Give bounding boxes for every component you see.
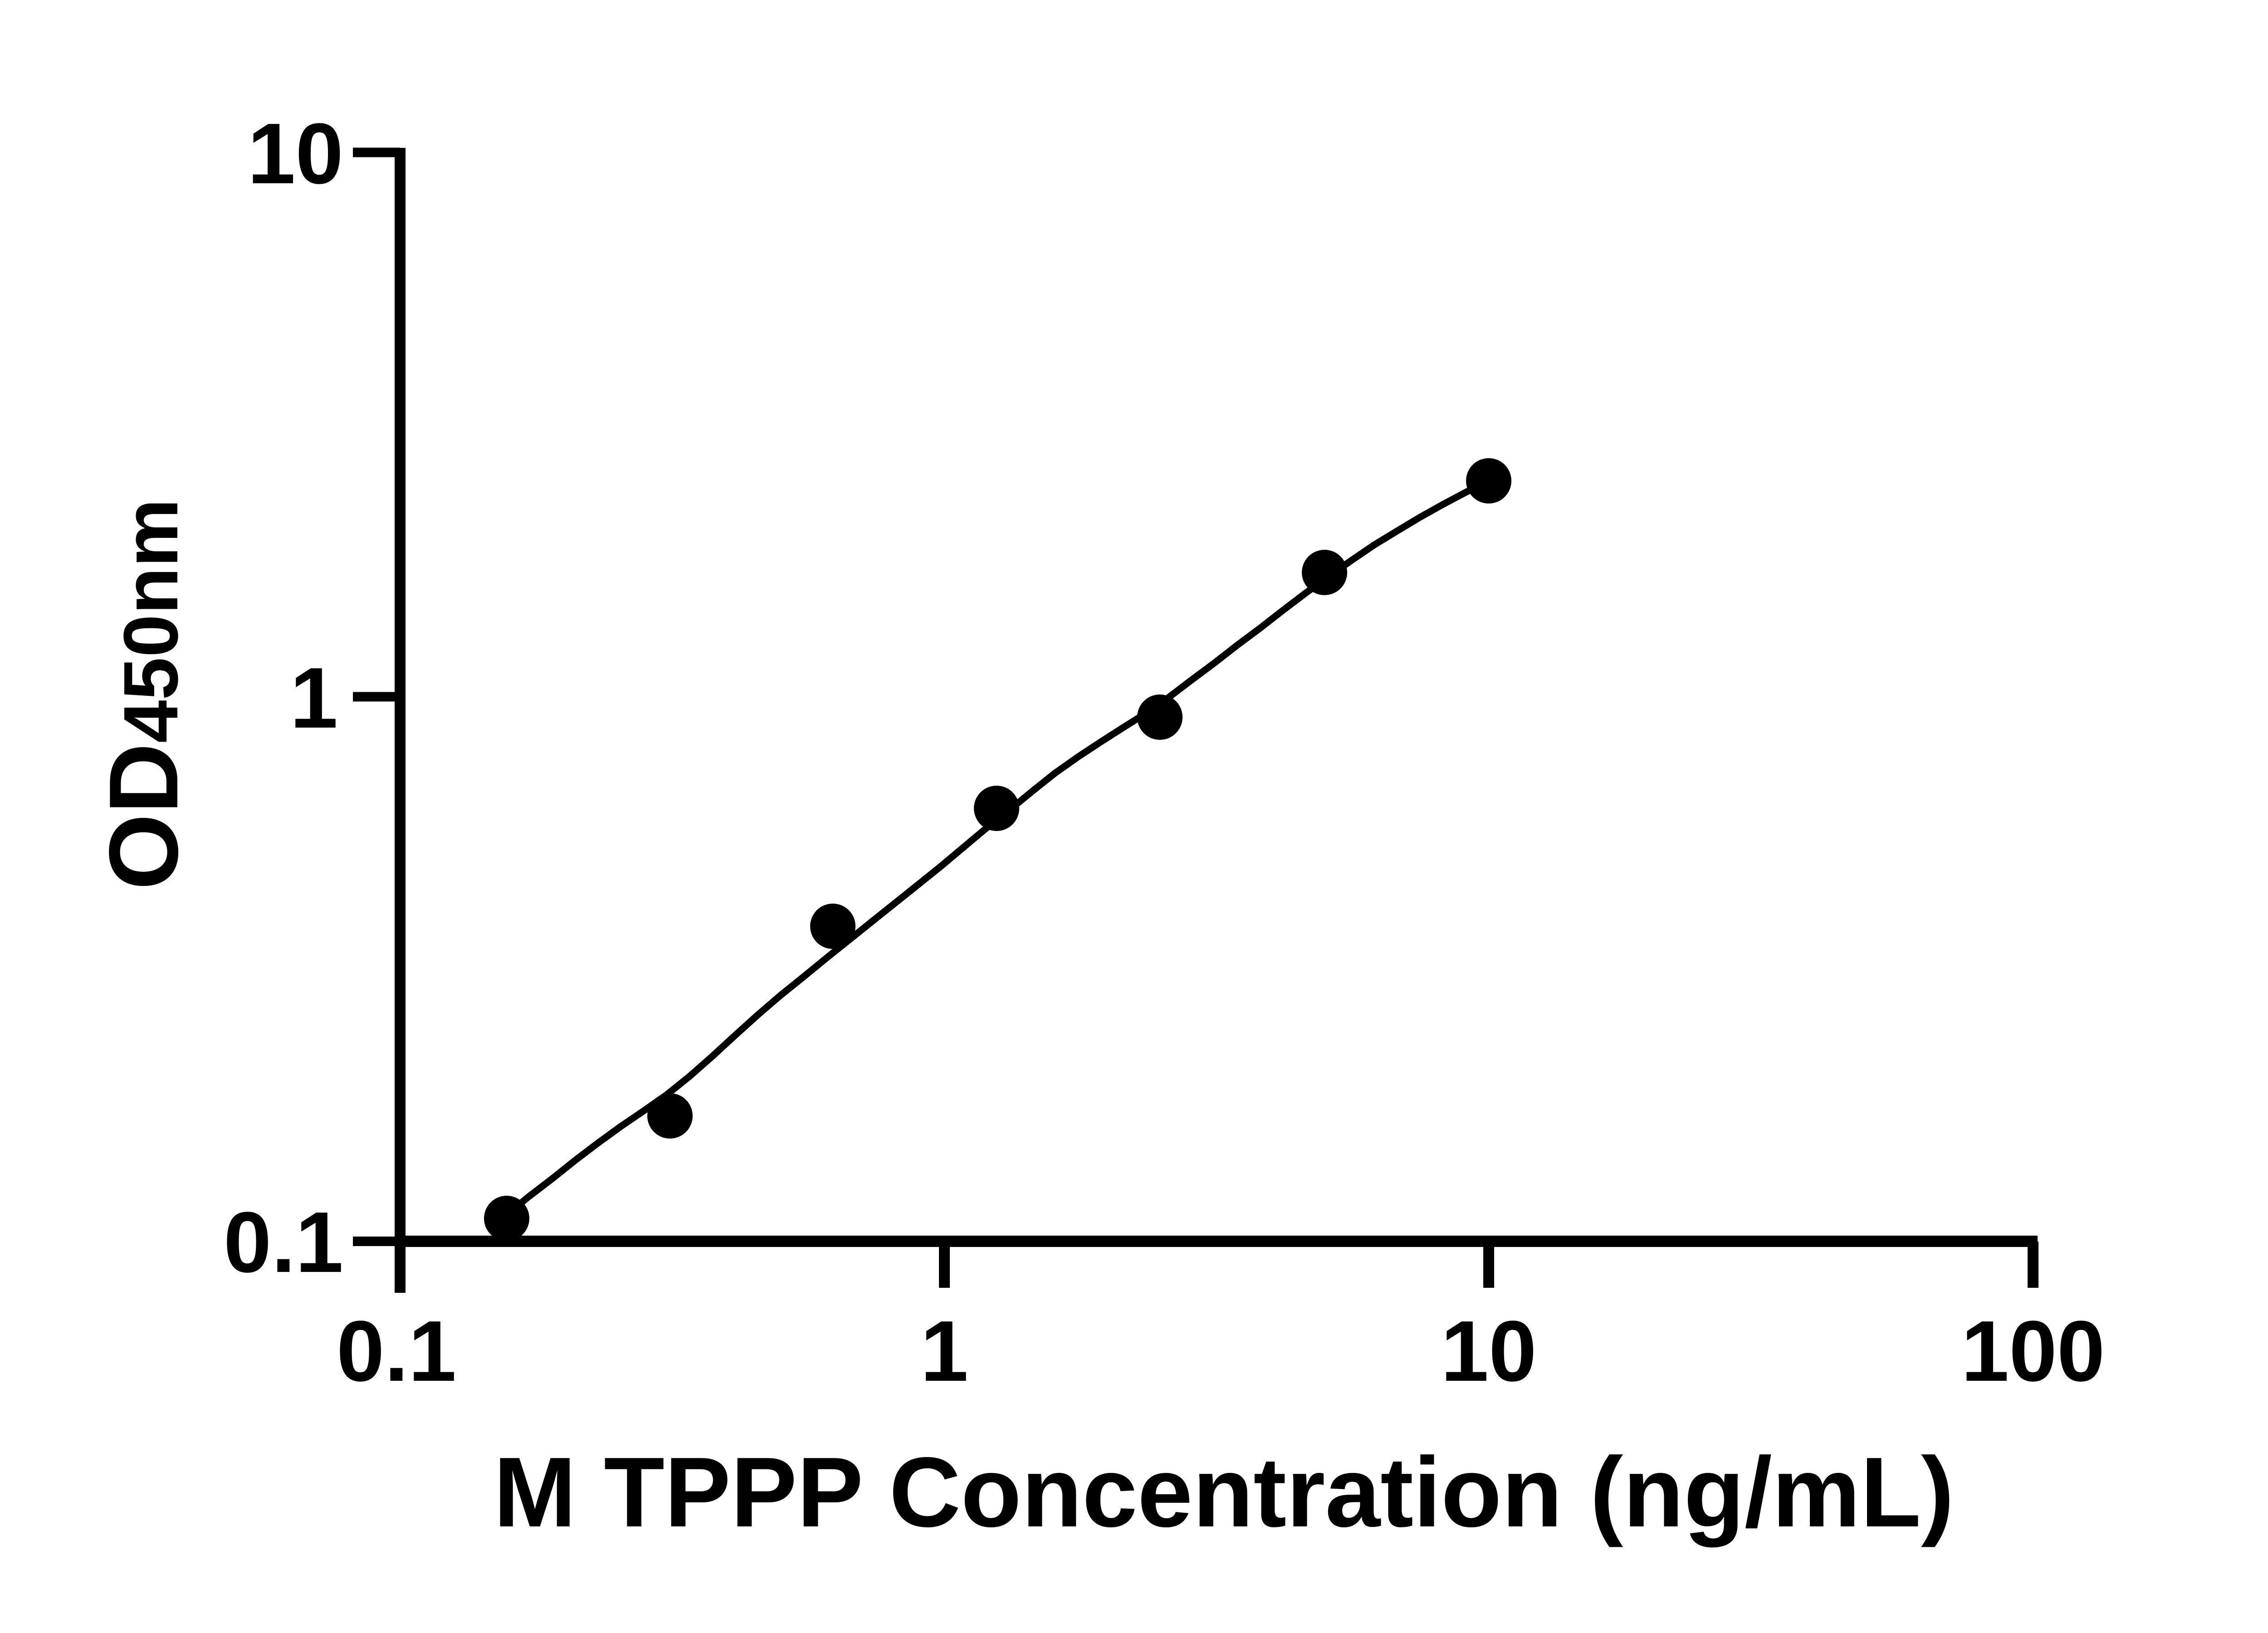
svg-text:10: 10 bbox=[248, 106, 343, 202]
svg-text:1: 1 bbox=[920, 1303, 968, 1399]
svg-text:0.1: 0.1 bbox=[224, 1194, 343, 1291]
svg-text:0.1: 0.1 bbox=[337, 1303, 456, 1399]
svg-text:100: 100 bbox=[1961, 1303, 2105, 1399]
svg-text:M TPPP Concentration (ng/mL): M TPPP Concentration (ng/mL) bbox=[494, 1437, 1954, 1548]
svg-text:10: 10 bbox=[1441, 1303, 1536, 1399]
svg-text:1: 1 bbox=[290, 650, 338, 746]
